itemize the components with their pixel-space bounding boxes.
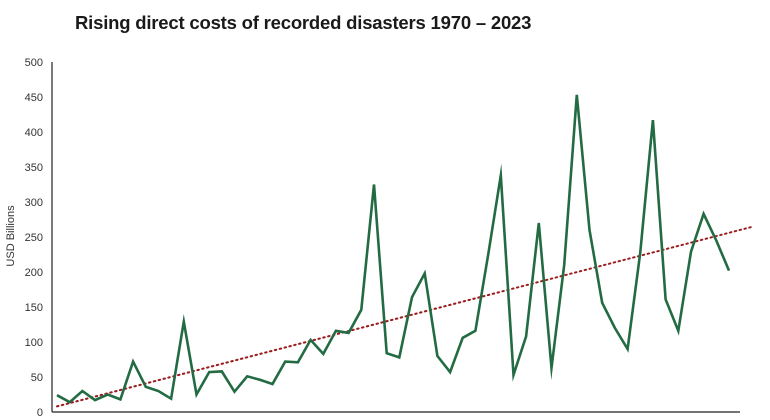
data-point bbox=[727, 269, 731, 273]
y-tick-label: 450 bbox=[25, 92, 43, 104]
data-point bbox=[664, 297, 668, 301]
data-point bbox=[676, 329, 680, 333]
series-line-direct-costs bbox=[56, 94, 731, 404]
y-tick-label: 150 bbox=[25, 302, 43, 314]
data-point bbox=[347, 331, 351, 335]
data-point bbox=[397, 355, 401, 359]
data-point bbox=[144, 385, 148, 389]
data-point bbox=[220, 369, 224, 373]
data-point bbox=[423, 271, 427, 275]
data-point bbox=[169, 397, 173, 401]
data-point bbox=[296, 360, 300, 364]
data-point bbox=[385, 351, 389, 355]
data-point bbox=[549, 366, 553, 370]
data-point bbox=[55, 393, 59, 397]
data-point bbox=[702, 212, 706, 216]
data-point bbox=[283, 360, 287, 364]
data-point bbox=[207, 370, 211, 374]
data-point bbox=[473, 329, 477, 333]
data-point bbox=[511, 373, 515, 377]
y-tick-label: 250 bbox=[25, 232, 43, 244]
data-point bbox=[321, 352, 325, 356]
data-point bbox=[448, 370, 452, 374]
data-point bbox=[588, 228, 592, 232]
y-ticks-group: 0 50 100 150 200 250 300 350 400 450 500 bbox=[25, 57, 43, 419]
data-point bbox=[182, 320, 186, 324]
data-point bbox=[461, 336, 465, 340]
data-point bbox=[80, 389, 84, 393]
y-tick-label: 100 bbox=[25, 337, 43, 349]
data-point bbox=[194, 393, 198, 397]
data-point bbox=[562, 263, 566, 267]
data-point bbox=[68, 400, 72, 404]
data-point bbox=[156, 389, 160, 393]
data-point bbox=[359, 308, 363, 312]
data-point bbox=[309, 338, 313, 342]
y-tick-label: 200 bbox=[25, 267, 43, 279]
y-tick-label: 0 bbox=[37, 407, 43, 419]
data-point bbox=[245, 374, 249, 378]
data-point bbox=[613, 326, 617, 330]
data-point bbox=[638, 251, 642, 255]
data-point bbox=[258, 378, 262, 382]
data-point bbox=[486, 253, 490, 257]
data-point bbox=[626, 347, 630, 351]
data-point bbox=[651, 118, 655, 122]
data-point bbox=[118, 397, 122, 401]
data-point bbox=[106, 393, 110, 397]
data-point bbox=[410, 295, 414, 299]
data-point bbox=[93, 398, 97, 402]
data-point bbox=[435, 354, 439, 358]
y-axis-title: USD Billions bbox=[5, 205, 17, 267]
y-tick-label: 350 bbox=[25, 162, 43, 174]
y-tick-label: 500 bbox=[25, 57, 43, 69]
y-tick-label: 50 bbox=[31, 372, 43, 384]
data-point bbox=[689, 250, 693, 254]
data-point bbox=[372, 183, 376, 187]
y-tick-label: 400 bbox=[25, 127, 43, 139]
data-point bbox=[271, 382, 275, 386]
data-point bbox=[575, 93, 579, 97]
data-point bbox=[600, 301, 604, 305]
data-point bbox=[537, 221, 541, 225]
y-tick-label: 300 bbox=[25, 197, 43, 209]
data-point bbox=[714, 239, 718, 243]
data-point bbox=[524, 334, 528, 338]
data-point bbox=[131, 360, 135, 364]
series-group bbox=[55, 93, 753, 408]
data-point bbox=[499, 173, 503, 177]
series-line-trend bbox=[56, 225, 753, 408]
data-point bbox=[334, 329, 338, 333]
data-point bbox=[233, 390, 237, 394]
chart-title: Rising direct costs of recorded disaster… bbox=[75, 12, 532, 33]
